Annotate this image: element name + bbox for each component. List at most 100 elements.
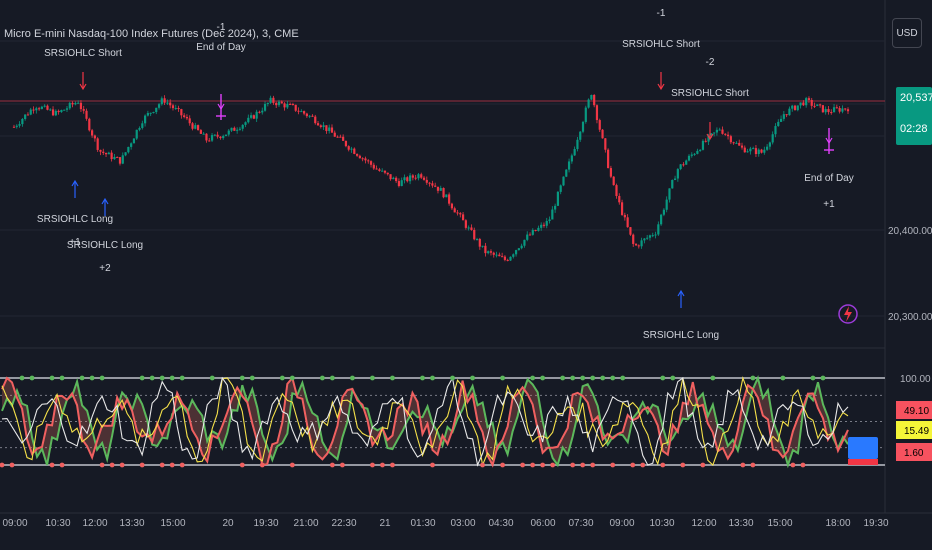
candle-body	[704, 140, 707, 142]
candle-body	[436, 186, 440, 191]
candle-body	[595, 105, 599, 121]
candle-body	[696, 150, 699, 154]
candle-body	[88, 118, 91, 131]
candle-body	[626, 217, 629, 228]
osc-bottom-dot	[49, 462, 55, 468]
candle-body	[573, 149, 576, 156]
candle-body	[199, 130, 202, 134]
candle-body	[12, 126, 16, 128]
candle-body	[308, 115, 311, 117]
candle-body	[367, 160, 370, 162]
signal-label: End of Day	[804, 173, 853, 184]
candle-body	[559, 185, 562, 192]
time-tick-label: 12:00	[691, 518, 716, 529]
lightning-icon[interactable]	[838, 304, 858, 324]
candle-body	[124, 152, 127, 156]
candle-body	[459, 213, 462, 215]
osc-top-dot	[139, 375, 145, 381]
candle-body	[311, 115, 314, 117]
time-tick-label: 19:30	[253, 518, 278, 529]
candle-body	[369, 161, 373, 165]
end-of-day-arrowhead	[825, 137, 833, 145]
candle-body	[146, 113, 149, 116]
candle-body	[824, 109, 827, 113]
candle-body	[395, 177, 398, 182]
candle-body	[813, 105, 816, 107]
osc-top-dot	[780, 375, 786, 381]
short-signal-arrowhead	[706, 133, 714, 141]
osc-top-dot	[580, 375, 586, 381]
candle-body	[163, 98, 166, 103]
candle-body	[673, 178, 677, 180]
osc-bottom-dot	[520, 462, 526, 468]
candle-body	[679, 164, 682, 170]
candle-body	[771, 134, 774, 143]
candle-body	[333, 132, 336, 137]
currency-button[interactable]: USD	[892, 18, 922, 48]
signal-label: -1	[657, 8, 666, 19]
candle-body	[263, 103, 267, 111]
candle-body	[40, 106, 43, 109]
candle-body	[219, 136, 222, 139]
candle-body	[620, 202, 624, 215]
candle-body	[91, 130, 94, 136]
time-tick-label: 09:00	[609, 518, 634, 529]
candle-body	[576, 139, 579, 150]
candle-body	[202, 133, 205, 135]
candle-body	[261, 110, 264, 113]
candle-body	[481, 245, 484, 247]
osc-top-dot	[590, 375, 596, 381]
time-tick-label: 15:00	[767, 518, 792, 529]
candle-body	[138, 127, 141, 130]
candle-body	[726, 134, 730, 137]
candle-body	[135, 129, 138, 139]
candle-body	[339, 136, 342, 138]
candle-body	[347, 146, 350, 150]
candle-body	[609, 168, 613, 177]
candle-body	[699, 149, 702, 151]
candle-body	[277, 101, 281, 106]
candle-body	[534, 230, 537, 232]
osc-bottom-dot	[0, 462, 5, 468]
candle-body	[713, 132, 716, 134]
signal-label: +1	[69, 237, 81, 248]
candle-body	[141, 123, 144, 128]
osc-bottom-dot	[289, 462, 295, 468]
candle-body	[322, 125, 325, 128]
candle-body	[417, 174, 420, 179]
candle-body	[280, 101, 283, 104]
candle-body	[634, 243, 638, 246]
candle-body	[651, 235, 654, 237]
osc-top-dot	[159, 375, 165, 381]
candle-body	[514, 250, 518, 255]
time-tick-label: 12:00	[82, 518, 107, 529]
candle-body	[272, 97, 275, 103]
osc-bottom-dot	[570, 462, 576, 468]
candle-body	[102, 151, 105, 153]
osc-top-dot	[560, 375, 566, 381]
time-tick-label: 03:00	[450, 518, 475, 529]
time-tick-label: 22:30	[331, 518, 356, 529]
axes: 09:00 10:30 12:00 13:30 15:00 20 19:30 21:00 22:…	[2, 226, 932, 529]
candle-body	[389, 174, 392, 180]
osc-top-dot	[29, 375, 35, 381]
candle-body	[104, 152, 108, 155]
osc-top-dot	[59, 375, 65, 381]
candle-body	[174, 107, 177, 109]
candle-body	[378, 169, 381, 171]
candle-body	[283, 103, 286, 108]
candle-body	[523, 239, 526, 246]
candle-body	[316, 123, 320, 126]
candle-body	[453, 208, 456, 213]
candle-body	[233, 127, 236, 131]
candle-body	[241, 124, 244, 129]
candle-body	[660, 214, 663, 225]
candle-body	[528, 234, 532, 236]
candle-body	[693, 153, 696, 155]
osc-top-dot	[329, 375, 335, 381]
candle-body	[342, 136, 345, 141]
price-tick-label: 20,300.00	[888, 312, 932, 323]
candle-body	[810, 99, 813, 106]
